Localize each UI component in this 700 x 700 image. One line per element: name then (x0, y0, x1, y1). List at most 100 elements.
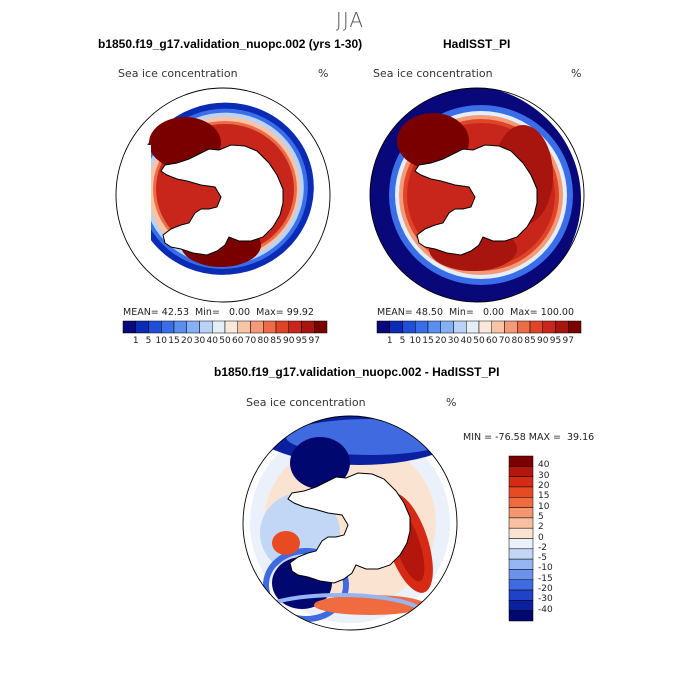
colorbar-tick-label: 85 (524, 336, 536, 346)
colorbar-tick-label: 70 (498, 336, 511, 346)
panel3-min: -76.58 (495, 432, 526, 443)
colorbar-tick-label: 5 (399, 336, 406, 346)
panel3-title: b1850.f19_g17.validation_nuopc.002 - Had… (214, 365, 500, 379)
panel1-stats: MEAN= 42.53 Min= 0.00 Max= 99.92 (123, 307, 314, 318)
colorbar-swatch-7 (212, 320, 226, 334)
diff-colorbar-tick-label: 5 (538, 511, 544, 522)
colorbar-tick-label: 15 (422, 336, 434, 346)
panel2-colorbar (376, 320, 582, 334)
colorbar-tick-label: 90 (537, 336, 549, 346)
colorbar-swatch-7 (466, 320, 480, 334)
diff-colorbar-tick-label: -10 (538, 563, 553, 574)
colorbar-swatch-12 (275, 320, 289, 334)
season-title: JJA (335, 8, 365, 32)
diff-colorbar-swatch-6 (508, 517, 534, 529)
diff-colorbar-tick-label: 40 (538, 460, 550, 471)
panel2-stats: MEAN= 48.50 Min= 0.00 Max= 100.00 (377, 307, 575, 318)
colorbar-swatch-2 (148, 320, 162, 334)
colorbar-swatch-10 (250, 320, 264, 334)
colorbar-tick-label: 5 (145, 336, 152, 346)
diff-colorbar-tick-label: -2 (538, 542, 547, 553)
colorbar-tick-label: 20 (181, 336, 193, 346)
colorbar-tick-label: 95 (549, 336, 562, 346)
panel3-max: 39.16 (567, 432, 595, 443)
southwest-negative-ring (263, 548, 349, 622)
colorbar-swatch-6 (199, 320, 213, 334)
colorbar-swatch-0 (122, 320, 136, 334)
colorbar-swatch-6 (453, 320, 467, 334)
colorbar-tick-label: 85 (270, 336, 282, 346)
colorbar-swatch-5 (186, 320, 200, 334)
colorbar-swatch-3 (415, 320, 429, 334)
colorbar-tick-label: 1 (132, 336, 139, 346)
panel3-variable-label: Sea ice concentration (246, 396, 366, 409)
diff-colorbar-swatch-2 (508, 476, 534, 488)
panel1-max: 99.92 (286, 307, 314, 318)
antarctica-coastline (160, 144, 284, 256)
colorbar-tick-label: 40 (460, 336, 472, 346)
colorbar-swatch-1 (389, 320, 403, 334)
panel2-variable-label: Sea ice concentration (373, 67, 493, 80)
panel2-units: % (571, 67, 582, 80)
panel1-title: b1850.f19_g17.validation_nuopc.002 (yrs … (98, 37, 363, 51)
colorbar-tick-label: 60 (486, 336, 498, 346)
diff-colorbar-swatch-4 (508, 497, 534, 508)
colorbar-tick-label: 80 (257, 336, 269, 346)
colorbar-swatch-5 (440, 320, 454, 334)
map-boundary (242, 415, 458, 631)
colorbar-swatch-8 (224, 320, 238, 334)
diff-colorbar-tick-label: -30 (538, 594, 553, 605)
colorbar-tick-label: 60 (232, 336, 244, 346)
diff-colorbar-tick-label: -40 (538, 604, 553, 615)
colorbar-tick-label: 10 (409, 336, 421, 346)
open-ocean-sector (116, 145, 151, 302)
colorbar-tick-label: 10 (155, 336, 167, 346)
diff-colorbar-swatch-12 (508, 579, 534, 591)
colorbar-swatch-11 (263, 320, 277, 334)
colorbar-tick-label: 20 (435, 336, 447, 346)
diff-colorbar-swatch-15 (508, 610, 534, 622)
panel3-units: % (446, 396, 457, 409)
panel2-mean: 48.50 (415, 307, 443, 318)
colorbar-swatch-9 (491, 320, 505, 334)
west-negative-lobe (290, 437, 350, 489)
diff-colorbar-swatch-11 (508, 569, 534, 580)
colorbar-swatch-13 (542, 320, 556, 334)
diff-colorbar-swatch-14 (508, 600, 534, 611)
colorbar-swatch-0 (376, 320, 390, 334)
colorbar-swatch-13 (288, 320, 302, 334)
diff-colorbar-swatch-10 (508, 558, 534, 570)
diff-colorbar-tick-label: 30 (538, 470, 550, 481)
diff-colorbar-swatch-0 (508, 455, 534, 467)
panel1-map (115, 87, 331, 303)
panel2-map (369, 87, 585, 303)
colorbar-tick-label: 50 (219, 336, 231, 346)
colorbar-tick-label: 50 (473, 336, 485, 346)
colorbar-tick-label: 15 (168, 336, 180, 346)
panel1-colorbar (122, 320, 328, 334)
diff-colorbar-tick-label: -20 (538, 584, 553, 595)
diff-colorbar-swatch-1 (508, 466, 534, 477)
colorbar-swatch-2 (402, 320, 416, 334)
colorbar-swatch-9 (237, 320, 251, 334)
colorbar-tick-label: 40 (206, 336, 218, 346)
antarctica-coastline (287, 472, 411, 584)
diff-colorbar-swatch-3 (508, 486, 534, 498)
colorbar-tick-label: 80 (511, 336, 523, 346)
colorbar-tick-label: 95 (295, 336, 308, 346)
diff-colorbar-tick-label: 0 (538, 532, 544, 543)
diff-colorbar-swatch-5 (508, 507, 534, 519)
colorbar-swatch-1 (135, 320, 149, 334)
diff-colorbar-tick-label: 10 (538, 501, 550, 512)
colorbar-tick-label: 30 (447, 336, 460, 346)
panel2-min: 0.00 (482, 307, 505, 318)
colorbar-swatch-11 (517, 320, 531, 334)
colorbar-swatch-4 (173, 320, 187, 334)
colorbar-swatch-8 (478, 320, 492, 334)
diff-colorbar-swatch-7 (508, 527, 534, 539)
panel3-range: MIN = -76.58 MAX = 39.16 (463, 432, 595, 443)
diff-colorbar-tick-label: -5 (538, 553, 547, 564)
colorbar-tick-label: 1 (386, 336, 393, 346)
diff-colorbar-tick-label: 20 (538, 480, 550, 491)
colorbar-tick-label: 90 (283, 336, 295, 346)
